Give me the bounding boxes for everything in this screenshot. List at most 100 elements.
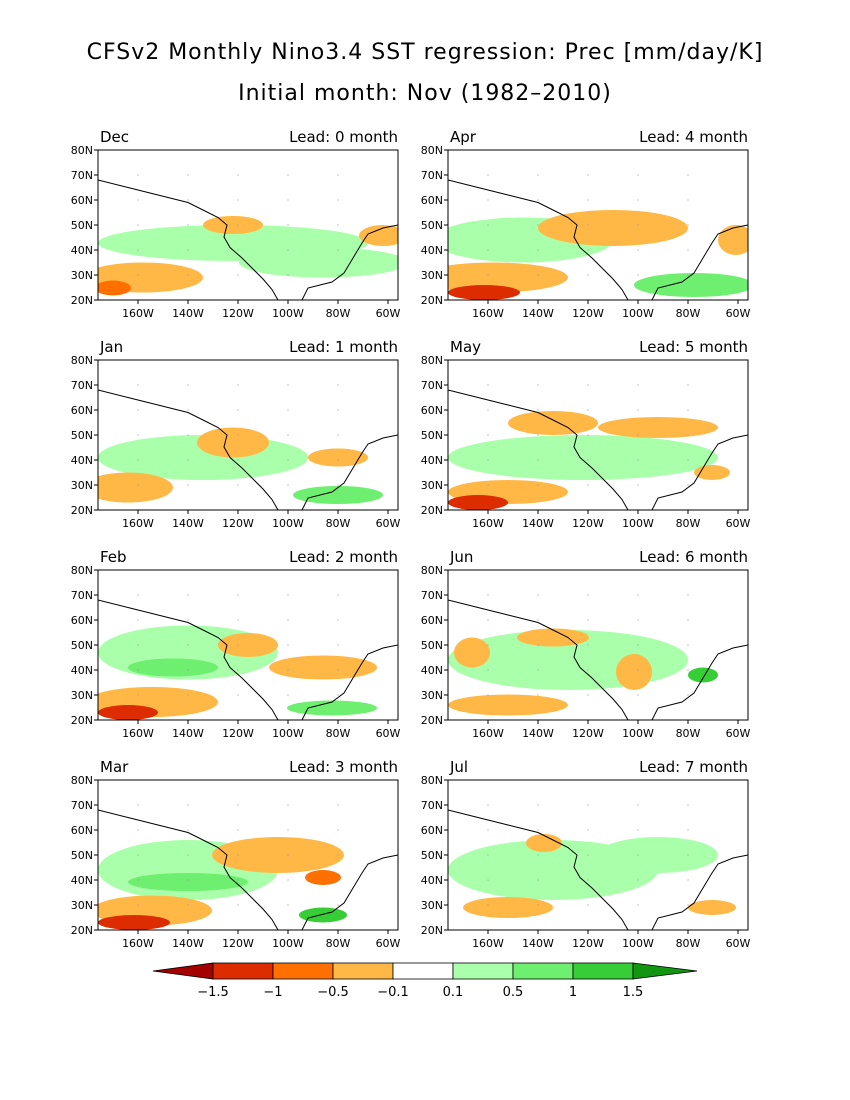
grid-point (237, 829, 239, 831)
panel-month-label: Feb (100, 548, 127, 566)
lat-tick-label: 50N (421, 429, 443, 442)
grid-point (487, 384, 489, 386)
lat-tick-label: 80N (71, 144, 93, 157)
grid-point (237, 199, 239, 201)
lon-tick-label: 120W (222, 727, 254, 740)
lon-tick-label: 80W (326, 727, 351, 740)
lon-tick-label: 60W (726, 517, 751, 530)
lat-tick-label: 40N (421, 664, 443, 677)
grid-point (587, 459, 589, 461)
lon-tick-label: 140W (172, 937, 204, 950)
grid-point (287, 199, 289, 201)
grid-point (337, 619, 339, 621)
grid-point (687, 174, 689, 176)
grid-point (487, 174, 489, 176)
contour-region (98, 915, 170, 930)
contour-region (694, 465, 730, 480)
lon-tick-label: 100W (622, 937, 654, 950)
grid-point (537, 804, 539, 806)
contour-region (128, 658, 218, 677)
grid-point (287, 829, 289, 831)
grid-point (537, 274, 539, 276)
lat-tick-label: 60N (71, 404, 93, 417)
coastline-west (98, 389, 279, 510)
contour-region (239, 247, 398, 278)
grid-point (637, 904, 639, 906)
grid-point (137, 434, 139, 436)
grid-point (237, 804, 239, 806)
lat-tick-label: 20N (421, 924, 443, 937)
grid-point (187, 879, 189, 881)
grid-point (487, 409, 489, 411)
grid-point (337, 854, 339, 856)
contour-region (359, 225, 398, 246)
grid-point (487, 459, 489, 461)
contour-region (98, 280, 131, 296)
colorbar-min-arrow (152, 962, 214, 980)
grid-point (187, 619, 189, 621)
grid-point (237, 644, 239, 646)
lon-tick-label: 80W (676, 307, 701, 320)
grid-point (587, 484, 589, 486)
lat-tick-label: 50N (421, 639, 443, 652)
contour-region (98, 705, 158, 720)
grid-point (487, 904, 489, 906)
contour-region (508, 411, 598, 435)
lat-tick-label: 50N (421, 849, 443, 862)
lat-tick-label: 70N (71, 589, 93, 602)
grid-point (337, 434, 339, 436)
contour-region (538, 210, 688, 246)
grid-point (637, 459, 639, 461)
grid-point (187, 904, 189, 906)
grid-point (187, 594, 189, 596)
lat-tick-label: 40N (71, 244, 93, 257)
grid-point (137, 594, 139, 596)
grid-point (587, 594, 589, 596)
grid-point (237, 434, 239, 436)
grid-point (287, 174, 289, 176)
grid-point (237, 274, 239, 276)
map-panel-jul: Jul Lead: 7 month 80N 70N 60N 50N 40N 30N 20N 160… (421, 758, 751, 950)
panel-month-label: Mar (100, 758, 129, 776)
grid-point (587, 694, 589, 696)
map-panel-feb: Feb Lead: 2 month 80N 70N 60N 50N 40N 30N 20N 160… (71, 548, 401, 740)
lon-tick-label: 80W (326, 937, 351, 950)
lat-tick-label: 40N (71, 874, 93, 887)
grid-point (287, 619, 289, 621)
grid-point (687, 854, 689, 856)
lon-tick-label: 140W (522, 307, 554, 320)
grid-point (137, 879, 139, 881)
grid-point (487, 804, 489, 806)
lon-tick-label: 160W (122, 937, 154, 950)
grid-point (237, 174, 239, 176)
contour-region (526, 834, 562, 852)
lat-tick-label: 30N (421, 269, 443, 282)
grid-point (237, 669, 239, 671)
map-panel-apr: Apr Lead: 4 month 80N 70N 60N 50N 40N 30N 20N 160… (421, 128, 751, 320)
lon-tick-label: 100W (272, 727, 304, 740)
coastline-east (651, 644, 748, 720)
grid-point (587, 224, 589, 226)
lon-tick-label: 140W (172, 307, 204, 320)
lon-tick-label: 160W (472, 727, 504, 740)
grid-point (137, 249, 139, 251)
regression-field (98, 804, 398, 930)
lat-tick-label: 20N (421, 294, 443, 307)
grid-point (687, 199, 689, 201)
grid-point (487, 669, 489, 671)
lon-tick-label: 120W (222, 307, 254, 320)
lat-tick-label: 50N (71, 849, 93, 862)
grid-point (687, 274, 689, 276)
grid-point (287, 644, 289, 646)
grid-point (237, 854, 239, 856)
panel-lead-label: Lead: 1 month (289, 338, 398, 356)
regression-field (98, 384, 398, 510)
grid-point (687, 694, 689, 696)
grid-point (187, 644, 189, 646)
lon-tick-label: 60W (376, 727, 401, 740)
grid-point (587, 854, 589, 856)
contour-region (448, 694, 568, 716)
lon-tick-label: 100W (622, 727, 654, 740)
lon-tick-label: 120W (572, 517, 604, 530)
lat-tick-label: 40N (71, 454, 93, 467)
